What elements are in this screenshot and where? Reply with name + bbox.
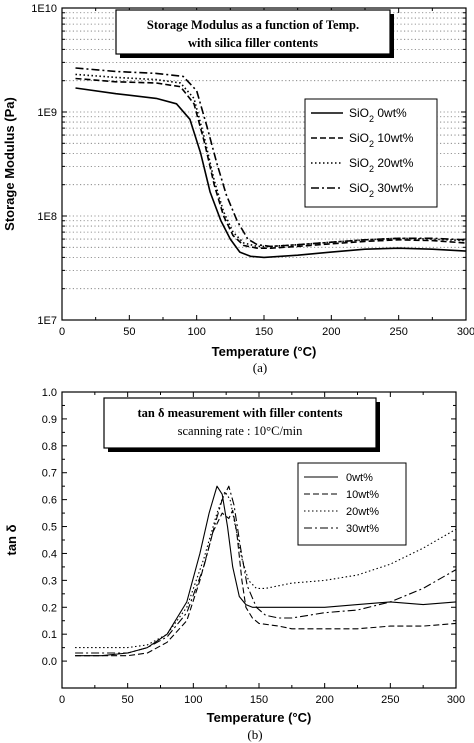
legend-label-tail: 0wt% xyxy=(374,106,407,120)
y-tick-label: 0.5 xyxy=(42,522,57,534)
y-tick-label: 1E10 xyxy=(31,3,57,15)
x-tick-label: 250 xyxy=(389,326,407,338)
title-box xyxy=(103,397,377,449)
legend-label-main: SiO xyxy=(349,131,369,145)
series-line xyxy=(75,485,457,654)
legend-label-tail: 30wt% xyxy=(374,181,414,195)
legend-label: 30wt% xyxy=(346,523,379,535)
legend-label-subscript: 2 xyxy=(369,139,374,149)
x-tick-label: 200 xyxy=(322,326,340,338)
x-tick-label: 300 xyxy=(447,694,465,706)
x-tick-label: 100 xyxy=(184,694,202,706)
series-line xyxy=(75,491,457,649)
legend-label: SiO2 0wt% xyxy=(349,106,407,124)
legend-label: 10wt% xyxy=(346,489,379,501)
y-tick-label: 0.8 xyxy=(42,441,57,453)
legend-label-main: SiO xyxy=(349,106,369,120)
legend-label: 0wt% xyxy=(346,472,373,484)
x-tick-label: 0 xyxy=(59,694,65,706)
chart-title: tan δ measurement with filler contents xyxy=(138,406,343,420)
chart-title: Storage Modulus as a function of Temp. xyxy=(147,18,359,32)
legend-box xyxy=(304,98,438,208)
storage-modulus-chart: 0 50 100 150 200 250 300 1E7 1E8 1E9 1E10 Temperatu… xyxy=(2,3,474,375)
legend-label-subscript: 2 xyxy=(369,164,374,174)
x-tick-label: 250 xyxy=(381,694,399,706)
legend-label: SiO2 20wt% xyxy=(349,156,414,174)
series-line xyxy=(75,509,457,657)
y-axis-title: tan δ xyxy=(4,524,19,555)
x-tick-label: 50 xyxy=(122,694,134,706)
y-tick-label: 0.1 xyxy=(42,629,57,641)
legend-label: SiO2 10wt% xyxy=(349,131,414,149)
legend-label-main: SiO xyxy=(349,181,369,195)
legend-label: SiO2 30wt% xyxy=(349,181,414,199)
legend-label-subscript: 2 xyxy=(369,189,374,199)
x-tick-label: 150 xyxy=(250,694,268,706)
x-tick-label: 100 xyxy=(187,326,205,338)
chart-subtitle: scanning rate : 10°C/min xyxy=(178,424,304,438)
legend-label-main: SiO xyxy=(349,156,369,170)
legend-label: 20wt% xyxy=(346,506,379,518)
figure-caption: (a) xyxy=(253,360,267,375)
x-tick-label: 0 xyxy=(59,326,65,338)
y-tick-label: 0.2 xyxy=(42,602,57,614)
x-tick-label: 150 xyxy=(255,326,273,338)
y-tick-label: 1E9 xyxy=(37,107,57,119)
legend-label-tail: 10wt% xyxy=(374,131,414,145)
x-tick-label: 50 xyxy=(123,326,135,338)
y-tick-label: 1E8 xyxy=(37,211,57,223)
y-tick-label: 0.9 xyxy=(42,414,57,426)
y-tick-label: 0.4 xyxy=(42,548,57,560)
legend-label-subscript: 2 xyxy=(369,114,374,124)
y-tick-label: 0.7 xyxy=(42,468,57,480)
y-tick-label: 1.0 xyxy=(42,387,57,399)
legend-label-tail: 20wt% xyxy=(374,156,414,170)
series-line xyxy=(75,73,467,248)
series-line xyxy=(75,67,467,248)
y-tick-label: 0.0 xyxy=(42,656,57,668)
figure-caption: (b) xyxy=(247,727,262,742)
title-box xyxy=(115,9,391,55)
tan-delta-chart: 0 50 100 150 200 250 300 0.0 0.1 0.2 0.3 0.4 0.5 0.6 0… xyxy=(4,387,465,742)
series-line xyxy=(75,485,457,657)
y-tick-label: 0.3 xyxy=(42,575,57,587)
x-axis-title: Temperature (°C) xyxy=(207,710,312,725)
y-tick-label: 0.6 xyxy=(42,495,57,507)
x-tick-label: 200 xyxy=(315,694,333,706)
chart-subtitle: with silica filler contents xyxy=(188,36,318,50)
series-line xyxy=(75,87,467,259)
y-axis-title: Storage Modulus (Pa) xyxy=(2,97,17,231)
x-axis-title: Temperature (°C) xyxy=(212,344,317,359)
series-line xyxy=(75,77,467,249)
x-tick-label: 300 xyxy=(457,326,474,338)
y-tick-label: 1E7 xyxy=(37,315,57,327)
